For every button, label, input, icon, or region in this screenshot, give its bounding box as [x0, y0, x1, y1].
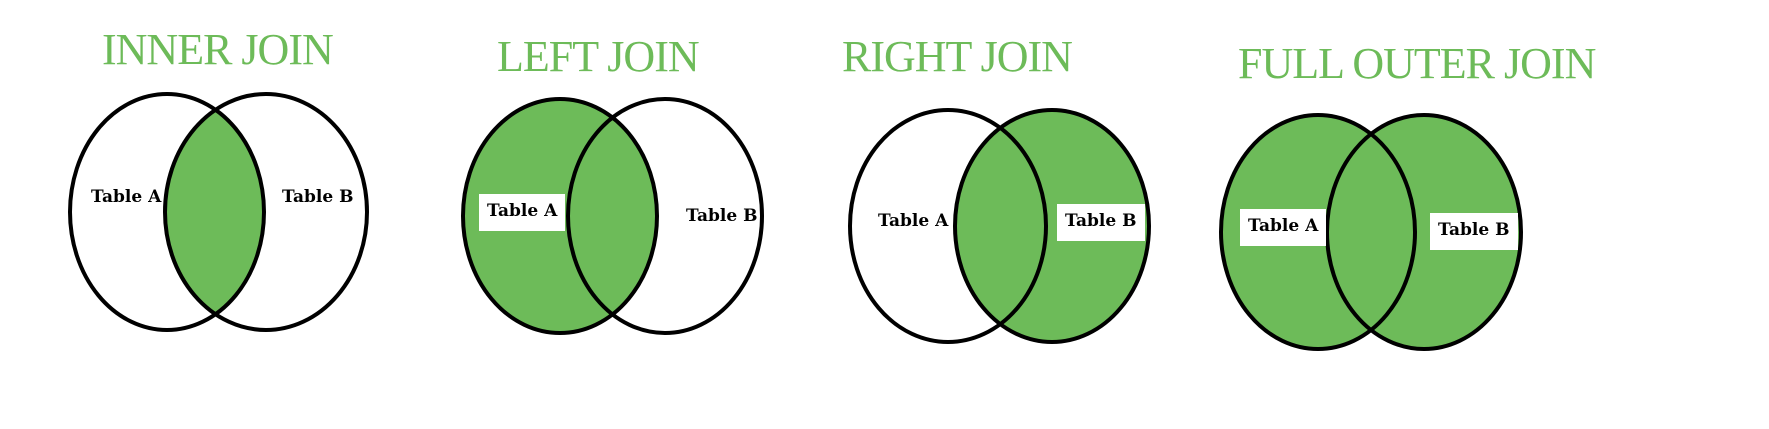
- inner-join-circle-a: [68, 92, 266, 332]
- inner-join-circle-b: [163, 92, 369, 332]
- left-join-circle-a: [461, 97, 659, 335]
- full-outer-join-title: FULL OUTER JOIN: [1238, 39, 1596, 88]
- left-join-table-a-label: Table A: [479, 194, 566, 231]
- full-join-fill-b: [1327, 115, 1521, 349]
- right-join-table-b-label: Table B: [1057, 204, 1145, 241]
- right-join-fill-b: [955, 110, 1149, 342]
- left-join-title: LEFT JOIN: [497, 32, 700, 81]
- right-join-table-a-label: Table A: [878, 211, 949, 231]
- inner-join-table-a-label: Table A: [91, 187, 162, 207]
- right-join-title: RIGHT JOIN: [842, 32, 1073, 81]
- inner-join-title: INNER JOIN: [102, 25, 334, 74]
- right-join-circle-a: [848, 108, 1048, 344]
- full-join-table-b-label: Table B: [1430, 213, 1518, 250]
- left-join-circle-b: [566, 97, 764, 335]
- inner-join-intersection: [165, 94, 264, 330]
- right-join-circle-b: [953, 108, 1151, 344]
- inner-join-table-b-label: Table B: [282, 187, 354, 207]
- full-join-table-a-label: Table A: [1240, 209, 1327, 246]
- full-join-circle-b: [1325, 113, 1523, 351]
- inner-join-venn: [68, 92, 369, 332]
- left-join-table-b-label: Table B: [686, 206, 758, 226]
- right-join-venn: [848, 108, 1151, 344]
- full-join-circle-a: [1219, 113, 1417, 351]
